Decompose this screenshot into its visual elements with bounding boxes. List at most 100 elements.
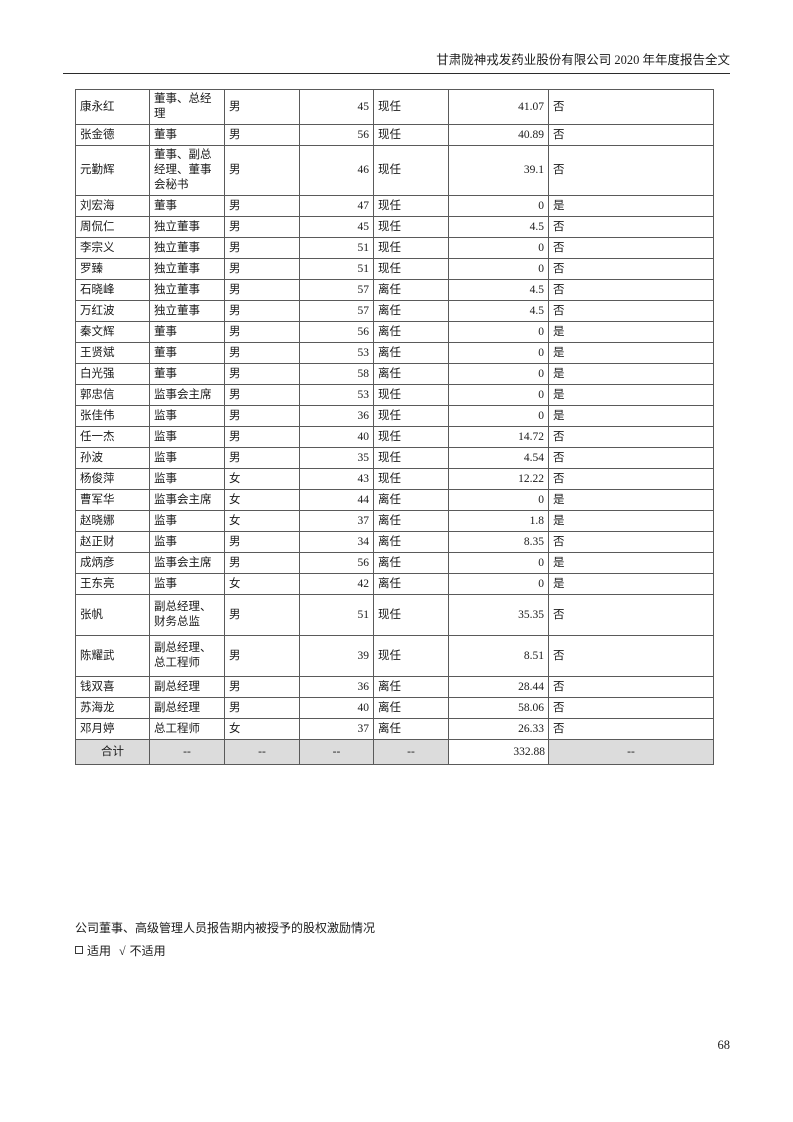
cell-position-title: 副总经理 (149, 697, 225, 719)
cell-total-remuneration: 40.89 (448, 124, 549, 146)
cell-gender: 男 (224, 447, 300, 469)
table-row: 周侃仁 独立董事男 45 现任 4.5 否 (75, 216, 714, 238)
cell-gender: 男 (224, 405, 300, 427)
table-total-row: 合计 -- -- -- -- 332.88 -- (75, 739, 714, 765)
table-row: 石晓峰 独立董事男 57 离任 4.5 否 (75, 279, 714, 301)
cell-age: 36 (299, 676, 374, 698)
cell-person-name: 曹军华 (75, 489, 150, 511)
cell-total-remuneration: 0 (448, 195, 549, 217)
cell-paid-by-related-party: 否 (548, 89, 714, 125)
cell-gender: 男 (224, 216, 300, 238)
cell-gender: 男 (224, 531, 300, 553)
cell-age: 56 (299, 321, 374, 343)
equity-incentive-heading: 公司董事、高级管理人员报告期内被授予的股权激励情况 (75, 921, 376, 935)
cell-person-name: 万红波 (75, 300, 150, 322)
cell-person-name: 刘宏海 (75, 195, 150, 217)
cell-age: 51 (299, 237, 374, 259)
cell-employment-status: 现任 (373, 89, 449, 125)
table-row: 元勤辉 董事、副总经理、董事会秘书男 46 现任 39.1 否 (75, 145, 714, 196)
cell-person-name: 王东亮 (75, 573, 150, 595)
cell-person-name: 元勤辉 (75, 145, 150, 196)
cell-employment-status: 现任 (373, 237, 449, 259)
cell-person-name: 赵正财 (75, 531, 150, 553)
cell-age: 37 (299, 510, 374, 532)
cell-employment-status: 现任 (373, 258, 449, 280)
cell-employment-status: 现任 (373, 216, 449, 238)
cell-position-title: 监事 (149, 531, 225, 553)
cell-total-remuneration: 0 (448, 405, 549, 427)
cell-paid-by-related-party: 否 (548, 676, 714, 698)
table-row: 杨俊萍 监事女 43 现任 12.22 否 (75, 468, 714, 490)
cell-paid-by-related-party: 否 (548, 447, 714, 469)
cell-employment-status: 离任 (373, 321, 449, 343)
checkbox-unchecked-icon[interactable] (75, 946, 83, 954)
cell-person-name: 任一杰 (75, 426, 150, 448)
cell-paid-by-related-party: 否 (548, 718, 714, 740)
table-row: 赵晓娜 监事女 37 离任 1.8 是 (75, 510, 714, 532)
cell-position-title: 总工程师 (149, 718, 225, 740)
cell-gender: 男 (224, 635, 300, 677)
cell-employment-status: 现任 (373, 405, 449, 427)
table-body: 康永红 董事、总经理男 45 现任 41.07 否张金德 董事男 56 现任 40.89 否元勤辉董… (75, 89, 714, 765)
table-row: 陈耀武 副总经理、总工程师男 39 现任 8.51 否 (75, 635, 714, 677)
cell-employment-status: 现任 (373, 594, 449, 636)
cell-position-title: 监事 (149, 510, 225, 532)
cell-gender: 男 (224, 195, 300, 217)
cell-employment-status: 离任 (373, 552, 449, 574)
table-row: 苏海龙 副总经理男 40 离任 58.06 否 (75, 697, 714, 719)
cell-paid-by-related-party: 否 (548, 279, 714, 301)
cell-total-remuneration: 12.22 (448, 468, 549, 490)
cell-position-title: 监事 (149, 426, 225, 448)
cell-position-title: 独立董事 (149, 300, 225, 322)
cell-gender: 女 (224, 573, 300, 595)
cell-employment-status: 离任 (373, 342, 449, 364)
cell-person-name: 白光强 (75, 363, 150, 385)
cell-age: 57 (299, 300, 374, 322)
cell-person-name: 张帆 (75, 594, 150, 636)
cell-paid-by-related-party: 否 (548, 531, 714, 553)
table-row: 白光强 董事男 58 离任 0 是 (75, 363, 714, 385)
cell-gender: 男 (224, 697, 300, 719)
cell-gender: 男 (224, 426, 300, 448)
cell-position-title: 副总经理、财务总监 (149, 594, 225, 636)
cell-paid-by-related-party: 是 (548, 363, 714, 385)
table-row: 邓月婷 总工程师女 37 离任 26.33 否 (75, 718, 714, 740)
cell-paid-by-related-party: 否 (548, 300, 714, 322)
cell-total-remuneration: 28.44 (448, 676, 549, 698)
cell-paid-by-related-party: 是 (548, 552, 714, 574)
cell-gender: 男 (224, 145, 300, 196)
cell-gender: 男 (224, 237, 300, 259)
cell-person-name: 赵晓娜 (75, 510, 150, 532)
cell-position-title: 独立董事 (149, 258, 225, 280)
table-row: 罗臻 独立董事男 51 现任 0 否 (75, 258, 714, 280)
cell-total-remuneration: 0 (448, 321, 549, 343)
cell-person-name: 孙波 (75, 447, 150, 469)
cell-position-title: 独立董事 (149, 279, 225, 301)
cell-person-name: 苏海龙 (75, 697, 150, 719)
cell-total-remuneration: 4.5 (448, 216, 549, 238)
checkmark-icon: √ (119, 944, 126, 958)
cell-person-name: 康永红 (75, 89, 150, 125)
cell-position-title: 监事 (149, 573, 225, 595)
cell-gender: 女 (224, 489, 300, 511)
cell-age: 40 (299, 697, 374, 719)
cell-age: 56 (299, 552, 374, 574)
cell-paid-by-related-party: 是 (548, 384, 714, 406)
cell-employment-status: 离任 (373, 279, 449, 301)
cell-total-remuneration: 4.5 (448, 279, 549, 301)
cell-person-name: 李宗义 (75, 237, 150, 259)
cell-paid-by-related-party: 是 (548, 489, 714, 511)
cell-paid-by-related-party: 否 (548, 145, 714, 196)
cell-person-name: 杨俊萍 (75, 468, 150, 490)
cell-age: 44 (299, 489, 374, 511)
cell-position-title: 监事 (149, 405, 225, 427)
cell-position-title: 独立董事 (149, 216, 225, 238)
cell-person-name: 郭忠信 (75, 384, 150, 406)
header-rule (63, 73, 730, 74)
table-row: 钱双喜 副总经理男 36 离任 28.44 否 (75, 676, 714, 698)
cell-employment-status: 现任 (373, 124, 449, 146)
cell-total-remuneration: 41.07 (448, 89, 549, 125)
cell-person-name: 钱双喜 (75, 676, 150, 698)
cell-person-name: 张金德 (75, 124, 150, 146)
cell-age: 46 (299, 145, 374, 196)
